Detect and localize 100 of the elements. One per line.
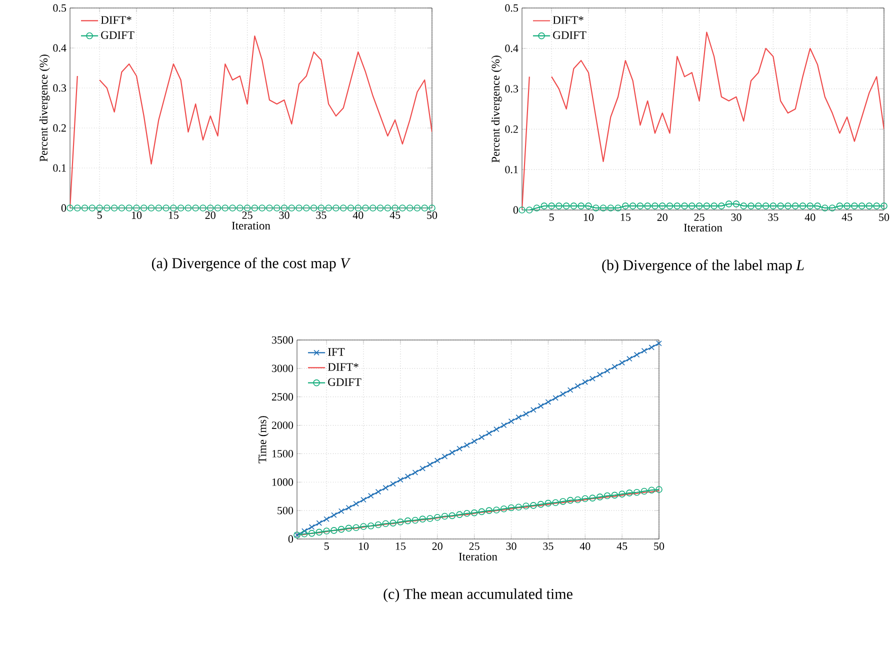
point bbox=[644, 202, 651, 210]
point bbox=[658, 202, 666, 210]
point bbox=[611, 492, 618, 499]
point bbox=[633, 488, 640, 496]
point bbox=[464, 442, 470, 448]
point bbox=[420, 466, 426, 472]
x-tick-label: 15 bbox=[620, 214, 630, 221]
y-tick-label: 3500 bbox=[272, 336, 294, 344]
point bbox=[398, 476, 404, 483]
point bbox=[718, 202, 725, 210]
point bbox=[748, 202, 754, 210]
point bbox=[331, 512, 337, 518]
point bbox=[353, 500, 359, 507]
x-tick-label: 25 bbox=[694, 214, 704, 221]
point bbox=[589, 494, 596, 502]
point bbox=[604, 368, 610, 374]
x-tick-label: 30 bbox=[731, 214, 742, 221]
y-tick-label: 0 bbox=[61, 204, 66, 212]
point bbox=[508, 418, 514, 424]
legend-label: GDIFT bbox=[553, 31, 586, 39]
point bbox=[516, 414, 522, 420]
point bbox=[500, 505, 508, 512]
point bbox=[545, 399, 552, 405]
point bbox=[844, 202, 850, 210]
y-tick-label: 0 bbox=[513, 206, 518, 214]
point bbox=[770, 202, 777, 210]
x-tick-label: 5 bbox=[549, 214, 554, 221]
point bbox=[681, 202, 688, 210]
point bbox=[648, 344, 654, 350]
point bbox=[626, 490, 633, 496]
point bbox=[858, 202, 866, 210]
x-axis-title: Iteration bbox=[684, 224, 722, 232]
point bbox=[530, 502, 537, 509]
point bbox=[324, 516, 330, 522]
y-axis-title: Percent divergence (%) bbox=[491, 56, 502, 163]
point bbox=[368, 492, 374, 499]
point bbox=[666, 202, 674, 210]
point bbox=[494, 426, 500, 432]
x-axis-title: Iteration bbox=[232, 222, 270, 230]
x-tick-label: 10 bbox=[584, 214, 594, 221]
point bbox=[427, 462, 433, 468]
point bbox=[412, 516, 419, 524]
point bbox=[382, 484, 389, 491]
y-tick-label: 3000 bbox=[272, 364, 294, 372]
point bbox=[434, 458, 440, 464]
point bbox=[374, 521, 382, 528]
y-tick-label: 0.4 bbox=[505, 44, 518, 52]
x-tick-label: 40 bbox=[804, 214, 816, 221]
point bbox=[851, 202, 858, 210]
point bbox=[308, 524, 315, 530]
point bbox=[522, 502, 530, 510]
text: (a) Divergence of the cost map V bbox=[152, 258, 351, 272]
point bbox=[828, 204, 836, 212]
legend-label: GDIFT bbox=[101, 31, 134, 39]
point bbox=[607, 204, 614, 212]
point bbox=[526, 206, 533, 214]
x-tick-label: 50 bbox=[427, 212, 438, 219]
point bbox=[836, 202, 844, 210]
point bbox=[626, 356, 632, 362]
x-tick-label: 40 bbox=[580, 542, 590, 550]
point bbox=[382, 520, 390, 528]
point bbox=[390, 480, 396, 487]
point bbox=[323, 528, 330, 534]
point bbox=[674, 202, 681, 210]
point bbox=[629, 202, 636, 210]
point bbox=[821, 204, 828, 212]
x-tick-label: 5 bbox=[324, 542, 329, 550]
point bbox=[762, 202, 770, 210]
y-tick-label: 0.5 bbox=[53, 4, 66, 12]
point bbox=[618, 490, 626, 498]
point bbox=[540, 202, 548, 210]
point bbox=[397, 518, 404, 526]
point bbox=[566, 496, 574, 504]
point bbox=[486, 430, 492, 436]
point bbox=[585, 202, 592, 210]
point bbox=[880, 202, 888, 210]
point bbox=[518, 206, 526, 214]
x-tick-label: 35 bbox=[543, 542, 554, 550]
legend-label: DIFT* bbox=[328, 363, 358, 371]
point bbox=[732, 200, 740, 208]
point bbox=[412, 470, 418, 476]
text: (c) The mean accumulated time bbox=[384, 588, 572, 602]
x-tick-label: 15 bbox=[168, 212, 178, 219]
point bbox=[530, 407, 536, 413]
point bbox=[648, 486, 656, 494]
point bbox=[725, 200, 732, 208]
point bbox=[596, 494, 604, 500]
legend-label: DIFT* bbox=[100, 16, 132, 24]
x-tick-label: 20 bbox=[205, 212, 216, 219]
point bbox=[345, 524, 352, 532]
point bbox=[500, 422, 507, 428]
point bbox=[533, 204, 540, 212]
y-tick-label: 0.3 bbox=[53, 84, 66, 92]
point bbox=[464, 510, 470, 517]
x-tick-label: 30 bbox=[279, 212, 290, 219]
point bbox=[486, 507, 492, 514]
point bbox=[574, 496, 582, 504]
point bbox=[404, 474, 411, 480]
x-tick-label: 20 bbox=[657, 214, 668, 221]
point bbox=[441, 512, 448, 520]
